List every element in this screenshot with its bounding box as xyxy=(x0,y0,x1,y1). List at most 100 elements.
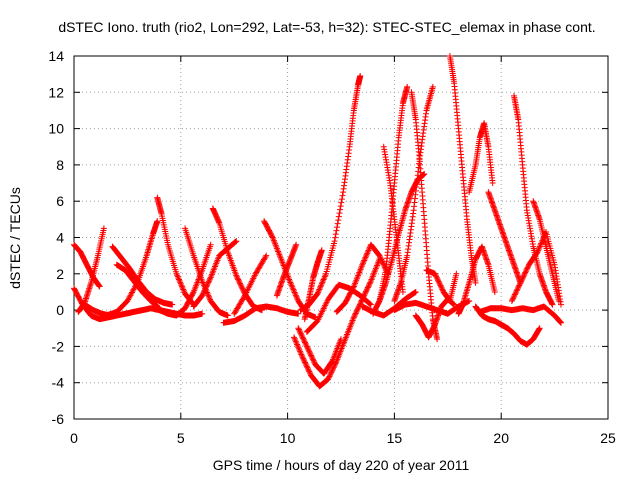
data-point-plus-marker xyxy=(514,286,521,293)
data-point-plus-marker xyxy=(328,369,335,376)
data-point-plus-marker xyxy=(310,357,317,364)
data-point-plus-marker xyxy=(180,287,187,294)
series-21 xyxy=(333,241,391,315)
data-point-plus-marker xyxy=(404,83,411,90)
grid-lines xyxy=(74,56,608,419)
data-point-plus-marker xyxy=(176,277,183,284)
series-25 xyxy=(391,83,436,305)
data-point-plus-marker xyxy=(297,330,304,337)
data-point-plus-marker xyxy=(352,310,359,317)
data-point-plus-marker xyxy=(535,246,542,253)
data-point-plus-marker xyxy=(364,284,371,291)
x-axis-label: GPS time / hours of day 220 of year 2011 xyxy=(213,457,470,473)
data-point-plus-marker xyxy=(515,283,522,290)
data-point-plus-marker xyxy=(199,310,206,317)
data-point-plus-marker xyxy=(306,348,313,355)
data-point-plus-marker xyxy=(233,272,240,279)
data-point-plus-marker xyxy=(472,279,479,286)
data-point-plus-marker xyxy=(421,170,428,177)
data-point-plus-marker xyxy=(177,280,184,287)
data-point-plus-marker xyxy=(205,292,212,299)
data-point-plus-marker xyxy=(289,283,296,290)
data-point-plus-marker xyxy=(438,285,445,292)
series-17 xyxy=(295,325,344,377)
data-point-plus-marker xyxy=(262,253,269,260)
data-point-plus-marker xyxy=(352,311,359,318)
data-point-plus-marker xyxy=(207,241,214,248)
data-point-plus-marker xyxy=(517,279,524,286)
y-tick-label: -6 xyxy=(52,411,65,427)
data-point-plus-marker xyxy=(236,279,243,286)
series-12 xyxy=(220,303,302,326)
data-point-plus-marker xyxy=(367,301,374,308)
data-point-plus-marker xyxy=(377,253,384,260)
data-point-plus-marker xyxy=(311,358,318,365)
data-point-plus-marker xyxy=(240,286,247,293)
data-point-plus-marker xyxy=(239,285,246,292)
data-point-plus-marker xyxy=(291,289,298,296)
data-point-plus-marker xyxy=(300,356,307,363)
y-tick-label: 14 xyxy=(48,48,64,64)
data-point-plus-marker xyxy=(357,300,364,307)
data-point-plus-marker xyxy=(205,293,212,300)
data-point-plus-marker xyxy=(536,325,543,332)
data-point-plus-marker xyxy=(365,283,372,290)
series-14 xyxy=(261,218,319,321)
data-point-plus-marker xyxy=(521,270,528,277)
data-point-plus-marker xyxy=(361,257,368,264)
data-point-plus-marker xyxy=(206,277,213,284)
x-tick-label: 5 xyxy=(177,430,185,446)
data-point-plus-marker xyxy=(301,358,308,365)
y-axis-label: dSTEC / TECUs xyxy=(7,187,23,289)
data-point-plus-marker xyxy=(439,286,446,293)
data-point-plus-marker xyxy=(364,285,371,292)
series-8 xyxy=(156,241,214,319)
series-28 xyxy=(423,267,460,305)
data-point-plus-marker xyxy=(366,281,373,288)
data-point-plus-marker xyxy=(536,243,543,250)
data-point-plus-marker xyxy=(412,288,419,295)
data-point-plus-marker xyxy=(434,275,441,282)
data-point-plus-marker xyxy=(301,338,308,345)
y-tick-label: 6 xyxy=(56,193,64,209)
y-tick-label: 8 xyxy=(56,157,64,173)
series-5 xyxy=(103,218,161,319)
data-point-plus-marker xyxy=(319,277,326,284)
data-point-plus-marker xyxy=(318,247,325,254)
data-point-plus-marker xyxy=(378,256,385,263)
data-point-plus-marker xyxy=(377,255,384,262)
data-point-plus-marker xyxy=(295,310,302,317)
data-point-plus-marker xyxy=(294,342,301,349)
data-point-plus-marker xyxy=(238,282,245,289)
data-point-plus-marker xyxy=(287,279,294,286)
data-point-plus-marker xyxy=(350,314,357,321)
data-point-plus-marker xyxy=(175,276,182,283)
data-point-plus-marker xyxy=(289,285,296,292)
data-point-plus-marker xyxy=(333,227,340,234)
data-point-plus-marker xyxy=(435,278,442,285)
data-point-plus-marker xyxy=(362,289,369,296)
data-point-plus-marker xyxy=(302,360,309,367)
data-point-plus-marker xyxy=(362,254,369,261)
data-point-plus-marker xyxy=(436,279,443,286)
data-point-plus-marker xyxy=(300,336,307,343)
data-point-plus-marker xyxy=(354,306,361,313)
x-tick-label: 0 xyxy=(70,430,78,446)
data-point-plus-marker xyxy=(331,363,338,370)
data-point-plus-marker xyxy=(334,224,341,231)
data-point-plus-marker xyxy=(509,296,516,303)
data-point-plus-marker xyxy=(335,213,342,220)
data-point-plus-marker xyxy=(317,283,324,290)
data-point-plus-marker xyxy=(199,291,206,298)
data-point-plus-marker xyxy=(518,278,525,285)
data-point-plus-marker xyxy=(303,343,310,350)
data-point-plus-marker xyxy=(437,282,444,289)
data-point-plus-marker xyxy=(300,355,307,362)
data-point-plus-marker xyxy=(361,256,368,263)
data-point-plus-marker xyxy=(298,333,305,340)
data-point-plus-marker xyxy=(177,279,184,286)
data-point-plus-marker xyxy=(175,275,182,282)
data-point-plus-marker xyxy=(489,180,496,187)
x-tick-label: 20 xyxy=(493,430,509,446)
data-point-plus-marker xyxy=(353,309,360,316)
